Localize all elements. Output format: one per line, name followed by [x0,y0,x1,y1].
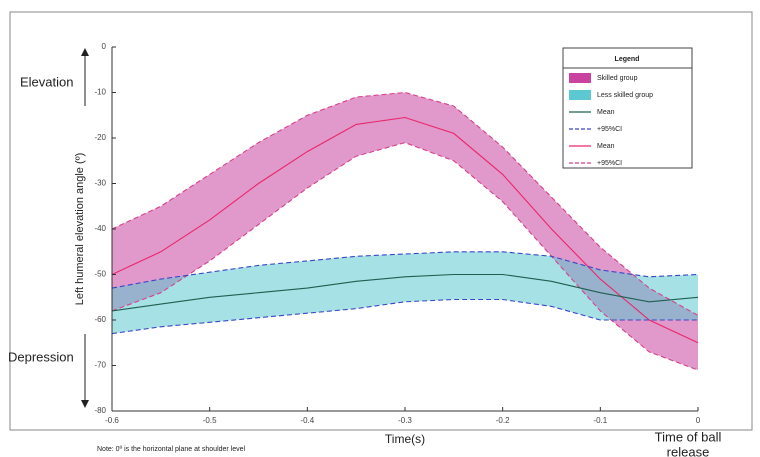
ci-band [112,92,698,371]
legend-label: Mean [597,109,615,116]
legend-label: Less skilled group [597,92,653,99]
annotation-end: release [667,444,710,457]
y-tick-label: -10 [94,88,106,97]
annotation-end: Time of ball [655,429,722,444]
legend-label: Skilled group [597,75,638,82]
x-tick-label: -0.3 [398,416,412,425]
ci-line [111,251,699,289]
y-tick-label: -60 [94,315,106,324]
legend-swatch [569,90,591,100]
x-tick-label: -0.6 [105,416,119,425]
mean-line [111,273,699,312]
legend-swatch [569,73,591,83]
annotation-depression: Depression [8,349,74,364]
annotation-elevation: Elevation [20,74,73,89]
x-axis-label: Time(s) [385,432,425,446]
ci-line [111,142,699,371]
x-tick-label: 0 [696,416,701,425]
y-tick-label: -70 [94,361,106,370]
y-tick-label: -20 [94,133,106,142]
x-tick-label: -0.5 [203,416,217,425]
y-tick-label: -80 [94,406,106,415]
y-tick-label: -50 [94,270,106,279]
note: Note: 0º is the horizontal plane at shou… [97,446,246,453]
ci-band [112,251,698,334]
x-tick-label: -0.1 [593,416,607,425]
y-tick-label: -40 [94,224,106,233]
legend-label: Mean [597,143,615,150]
legend-title: Legend [615,56,640,63]
ci-line [111,91,699,316]
ci-line [111,298,698,335]
x-tick-label: -0.4 [300,416,314,425]
mean-line [111,116,699,344]
y-axis-label: Left humeral elevation angle (º) [74,153,86,306]
y-tick-label: 0 [102,42,107,51]
legend-label: +95%CI [597,160,622,167]
legend-box [562,47,693,169]
x-tick-label: -0.2 [496,416,510,425]
frame [9,11,753,431]
legend-label: +95%CI [597,126,622,133]
y-tick-label: -30 [94,179,106,188]
